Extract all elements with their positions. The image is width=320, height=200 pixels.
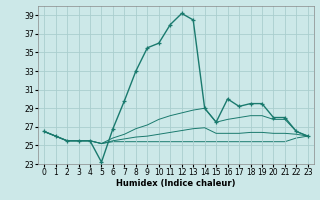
- X-axis label: Humidex (Indice chaleur): Humidex (Indice chaleur): [116, 179, 236, 188]
